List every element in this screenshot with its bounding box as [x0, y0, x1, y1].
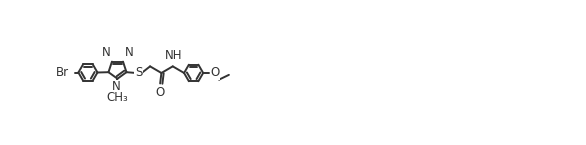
Text: O: O: [155, 86, 165, 99]
Text: O: O: [210, 66, 220, 79]
Text: N: N: [101, 46, 110, 59]
Text: NH: NH: [165, 49, 182, 62]
Text: S: S: [135, 66, 142, 79]
Text: N: N: [111, 80, 120, 93]
Text: N: N: [125, 46, 134, 59]
Text: CH₃: CH₃: [107, 90, 128, 104]
Text: Br: Br: [56, 66, 69, 79]
